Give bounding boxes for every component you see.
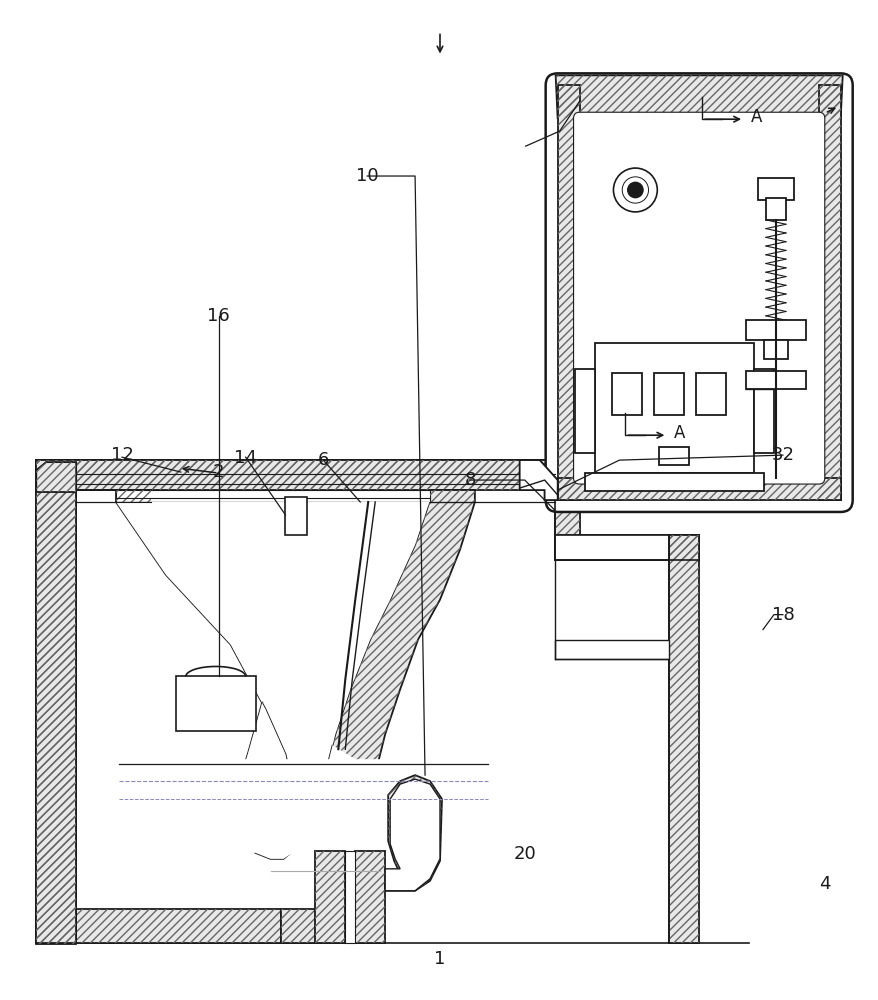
Text: 1: 1 xyxy=(434,950,444,968)
Bar xyxy=(818,85,839,500)
Polygon shape xyxy=(554,490,579,560)
Text: 14: 14 xyxy=(234,449,256,467)
Bar xyxy=(584,473,763,491)
Bar xyxy=(818,85,839,500)
Bar xyxy=(753,369,773,453)
Circle shape xyxy=(627,182,643,198)
Bar xyxy=(345,851,355,943)
Polygon shape xyxy=(280,909,320,943)
Text: 20: 20 xyxy=(514,845,536,863)
Bar xyxy=(612,373,642,415)
Text: 2: 2 xyxy=(212,463,224,481)
Bar xyxy=(574,369,594,453)
Polygon shape xyxy=(116,759,489,894)
Polygon shape xyxy=(385,775,442,891)
Bar xyxy=(765,198,785,220)
Bar xyxy=(653,373,683,415)
Bar xyxy=(554,535,668,560)
Bar xyxy=(176,676,255,731)
Polygon shape xyxy=(668,535,698,943)
Bar xyxy=(757,178,793,200)
Polygon shape xyxy=(554,535,698,560)
Polygon shape xyxy=(36,460,698,943)
Polygon shape xyxy=(519,460,557,500)
Bar xyxy=(763,340,787,359)
Polygon shape xyxy=(36,462,76,492)
Polygon shape xyxy=(36,460,76,943)
Bar xyxy=(745,371,805,389)
Bar xyxy=(557,478,839,500)
Polygon shape xyxy=(36,460,76,488)
Polygon shape xyxy=(519,460,557,500)
Text: 4: 4 xyxy=(818,875,830,893)
Bar xyxy=(695,373,725,415)
Polygon shape xyxy=(555,75,842,118)
Polygon shape xyxy=(116,500,429,859)
Text: 8: 8 xyxy=(464,471,475,489)
Polygon shape xyxy=(76,909,280,943)
Bar xyxy=(36,488,76,944)
Bar xyxy=(557,85,579,500)
Polygon shape xyxy=(76,490,295,859)
Bar xyxy=(557,85,579,500)
FancyBboxPatch shape xyxy=(545,73,852,512)
Bar xyxy=(36,460,579,488)
Bar xyxy=(285,497,307,535)
Text: 12: 12 xyxy=(111,446,133,464)
Bar xyxy=(557,478,839,500)
Text: 18: 18 xyxy=(771,606,794,624)
Text: 6: 6 xyxy=(318,451,329,469)
Bar xyxy=(594,343,753,473)
Polygon shape xyxy=(355,851,385,943)
Text: A: A xyxy=(750,108,761,126)
Bar xyxy=(36,488,76,944)
Polygon shape xyxy=(315,851,345,943)
Bar xyxy=(554,640,668,659)
Bar xyxy=(36,460,579,488)
FancyBboxPatch shape xyxy=(573,112,824,484)
Polygon shape xyxy=(36,460,579,490)
Bar xyxy=(658,447,688,465)
Text: 32: 32 xyxy=(771,446,794,464)
Polygon shape xyxy=(385,779,440,891)
Polygon shape xyxy=(315,490,474,859)
Polygon shape xyxy=(116,490,429,502)
Text: 10: 10 xyxy=(356,167,378,185)
Text: 16: 16 xyxy=(207,307,230,325)
Bar xyxy=(745,320,805,340)
Text: A: A xyxy=(673,424,685,442)
